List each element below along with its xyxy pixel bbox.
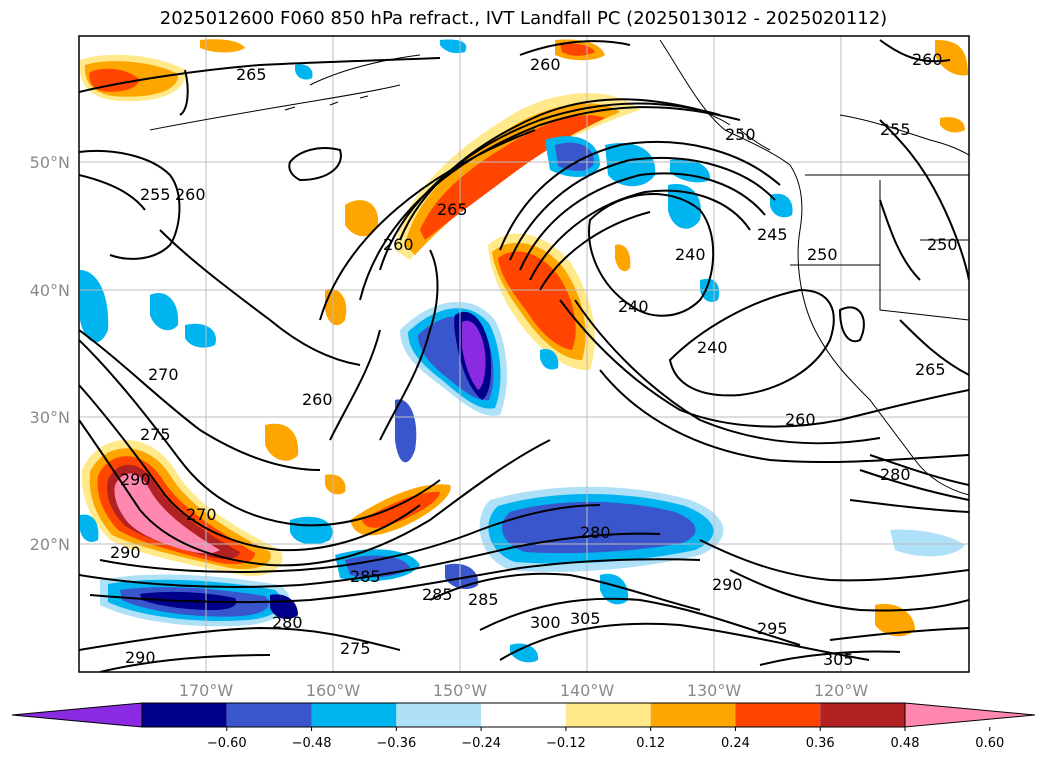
- colorbar-label: 0.12: [636, 736, 665, 751]
- colorbar-label: 0.36: [806, 736, 835, 751]
- colorbar-extend-high: [904, 702, 1036, 728]
- contour-label: 240: [618, 297, 649, 316]
- contour-label: 255: [140, 185, 171, 204]
- lat-label: 30°N: [30, 408, 70, 427]
- colorbar-segment: [396, 703, 482, 727]
- colorbar-label: −0.60: [207, 736, 247, 751]
- contour-label: 240: [697, 338, 728, 357]
- contour-label: 295: [757, 619, 788, 638]
- coastlines: [149, 39, 969, 496]
- colorbar-label: −0.36: [376, 736, 416, 751]
- contour-label: 250: [725, 125, 756, 144]
- contour-label: 260: [175, 185, 206, 204]
- contour-label: 275: [140, 425, 171, 444]
- colorbar-segment: [820, 703, 905, 727]
- contour-label: 250: [807, 245, 838, 264]
- graticule: [79, 36, 969, 672]
- contour-label: 245: [757, 225, 788, 244]
- contour-label: 290: [712, 575, 743, 594]
- contour-label: 260: [383, 235, 414, 254]
- contour-label: 260: [302, 390, 333, 409]
- contour-label: 265: [236, 65, 267, 84]
- latitude-labels: 50°N 40°N 30°N 20°N: [30, 153, 70, 554]
- contour-label: 285: [422, 585, 453, 604]
- colorbar-label: −0.48: [292, 736, 332, 751]
- colorbar-label: −0.24: [461, 736, 501, 751]
- contour-label: 275: [340, 639, 371, 658]
- colorbar: −0.60 −0.48 −0.36 −0.24 −0.12 0.12 0.24 0.36 0.4…: [11, 702, 1036, 751]
- lat-label: 40°N: [30, 281, 70, 300]
- colorbar-segment: [565, 703, 651, 727]
- lon-label: 150°W: [433, 681, 488, 700]
- contour-label: 305: [823, 650, 854, 669]
- contour-label: 280: [580, 523, 611, 542]
- contour-label: 250: [927, 235, 958, 254]
- lon-label: 120°W: [814, 681, 869, 700]
- contour-label: 240: [675, 245, 706, 264]
- colorbar-segment: [142, 703, 227, 727]
- contour-label: 265: [437, 200, 468, 219]
- colorbar-segment: [650, 703, 736, 727]
- contour-label: 280: [880, 465, 911, 484]
- contour-label: 290: [110, 543, 141, 562]
- contour-label-group: 265 260 255 260 265 260 250 240 245 250 …: [110, 50, 958, 669]
- colorbar-extend-low: [11, 702, 143, 728]
- colorbar-label: −0.12: [546, 736, 586, 751]
- plot-area: 265 260 255 260 265 260 250 240 245 250 …: [79, 36, 969, 672]
- lat-label: 50°N: [30, 153, 70, 172]
- contour-label: 260: [785, 410, 816, 429]
- lon-label: 140°W: [560, 681, 615, 700]
- contour-lines: [79, 39, 969, 672]
- lat-label: 20°N: [30, 535, 70, 554]
- contour-label: 260: [530, 55, 561, 74]
- negative-anomaly-fills: [80, 39, 965, 663]
- colorbar-label: 0.48: [891, 736, 920, 751]
- colorbar-segment: [226, 703, 312, 727]
- contour-label: 280: [272, 613, 303, 632]
- colorbar-segment: [735, 703, 821, 727]
- contour-label: 255: [880, 120, 911, 139]
- colorbar-segment: [311, 703, 397, 727]
- colorbar-segment: [481, 703, 566, 727]
- map-title: 2025012600 F060 850 hPa refract., IVT La…: [159, 8, 888, 29]
- contour-label: 270: [186, 505, 217, 524]
- contour-label: 305: [570, 609, 601, 628]
- colorbar-outline: [141, 702, 906, 728]
- longitude-labels: 170°W 160°W 150°W 140°W 130°W 120°W: [179, 681, 869, 700]
- contour-label: 270: [148, 365, 179, 384]
- lon-label: 170°W: [179, 681, 234, 700]
- lon-label: 130°W: [687, 681, 742, 700]
- contour-label: 260: [912, 50, 943, 69]
- colorbar-label: 0.60: [975, 736, 1004, 751]
- contour-label: 285: [468, 590, 499, 609]
- contour-label: 290: [120, 470, 151, 489]
- colorbar-label: 0.24: [721, 736, 750, 751]
- contour-label: 290: [125, 648, 156, 667]
- plot-frame: [78, 35, 970, 673]
- contour-label: 285: [350, 567, 381, 586]
- contour-label: 265: [915, 360, 946, 379]
- lon-label: 160°W: [306, 681, 361, 700]
- contour-label: 300: [530, 613, 561, 632]
